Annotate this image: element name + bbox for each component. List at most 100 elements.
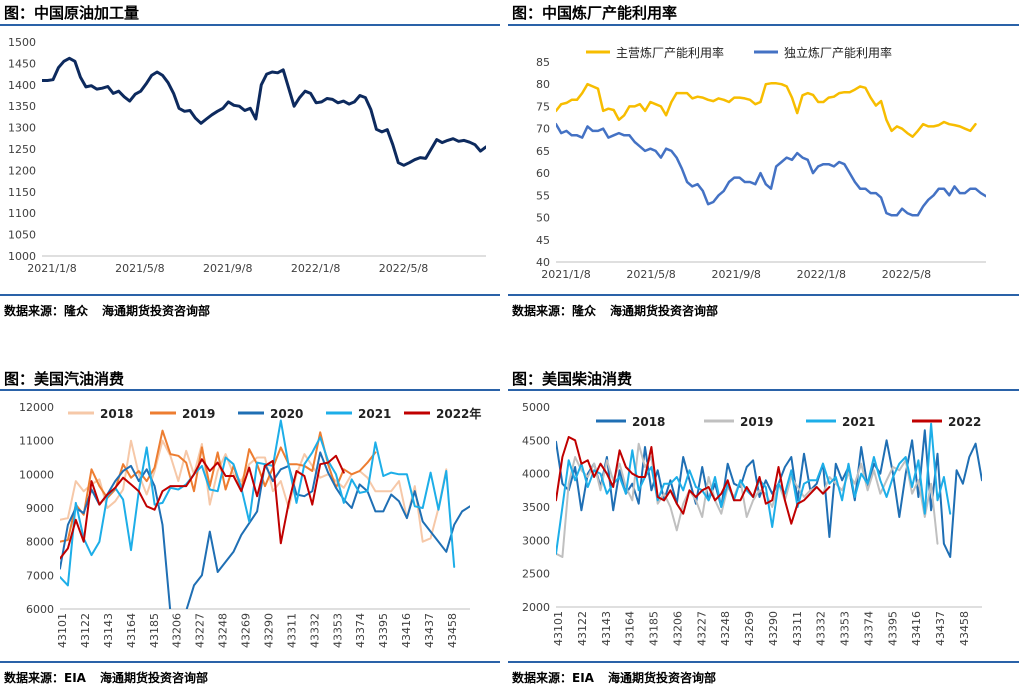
y-tick-label: 2000 bbox=[522, 601, 550, 614]
bl-source-org: 海通期货投资咨询部 bbox=[99, 671, 208, 685]
y-tick-label: 45 bbox=[536, 234, 550, 247]
legend-label: 2021 bbox=[842, 415, 875, 429]
series-line-主营炼厂产能利用率 bbox=[556, 82, 977, 138]
series-line-2018 bbox=[60, 439, 448, 543]
x-tick-label: 43416 bbox=[400, 613, 413, 648]
y-tick-label: 1500 bbox=[8, 36, 36, 49]
legend-label: 独立炼厂产能利用率 bbox=[784, 45, 892, 60]
x-tick-label: 43185 bbox=[648, 611, 661, 646]
series-group bbox=[60, 419, 470, 609]
tr-source-org: 海通期货投资咨询部 bbox=[610, 304, 719, 318]
tl-source: 数据来源：隆众 海通期货投资咨询部 bbox=[4, 302, 224, 319]
legend-label: 2018 bbox=[100, 407, 133, 421]
x-tick-label: 43248 bbox=[719, 611, 732, 646]
x-tick-label: 43227 bbox=[695, 611, 708, 646]
y-tick-label: 55 bbox=[536, 189, 550, 202]
tl-panel-title: 图：中国原油加工量 bbox=[4, 4, 140, 22]
tr-panel-title: 图：中国炼厂产能利用率 bbox=[512, 4, 678, 22]
y-tick-label: 4500 bbox=[522, 434, 550, 447]
x-tick-label: 43395 bbox=[377, 613, 390, 648]
y-tick-label: 1250 bbox=[8, 143, 36, 156]
series-group bbox=[42, 56, 486, 167]
tl-source-org: 海通期货投资咨询部 bbox=[102, 304, 211, 318]
x-tick-label: 43269 bbox=[743, 611, 756, 646]
y-tick-label: 1300 bbox=[8, 122, 36, 135]
x-tick-label: 43122 bbox=[576, 611, 589, 646]
br-source-rule bbox=[508, 661, 1019, 663]
x-tick-label: 43269 bbox=[240, 613, 253, 648]
series-line-2021 bbox=[60, 419, 456, 587]
y-tick-label: 60 bbox=[536, 167, 550, 180]
y-tick-label: 1050 bbox=[8, 229, 36, 242]
x-tick-label: 43227 bbox=[194, 613, 207, 648]
x-tick-label: 43458 bbox=[958, 611, 971, 646]
y-tick-label: 4000 bbox=[522, 468, 550, 481]
series-line-2019 bbox=[60, 429, 377, 543]
y-tick-label: 10000 bbox=[19, 468, 54, 481]
x-tick-label: 43206 bbox=[171, 613, 184, 648]
br-panel-title: 图：美国柴油消费 bbox=[512, 370, 633, 388]
x-tick-label: 2021/9/8 bbox=[712, 268, 761, 281]
x-tick-label: 2022/5/8 bbox=[882, 268, 931, 281]
bl-source: 数据来源：EIA 海通期货投资咨询部 bbox=[4, 669, 222, 686]
y-tick-label: 3500 bbox=[522, 501, 550, 514]
x-tick-label: 43332 bbox=[308, 613, 321, 648]
x-tick-label: 43101 bbox=[56, 613, 69, 648]
legend-label: 2022年 bbox=[436, 406, 481, 421]
y-tick-label: 3000 bbox=[522, 534, 550, 547]
y-tick-label: 1200 bbox=[8, 164, 36, 177]
y-tick-label: 8000 bbox=[26, 536, 54, 549]
series-group bbox=[556, 422, 982, 558]
y-tick-label: 40 bbox=[536, 256, 550, 269]
tl-source-rule bbox=[0, 294, 500, 296]
y-tick-label: 1450 bbox=[8, 57, 36, 70]
y-tick-label: 75 bbox=[536, 100, 550, 113]
x-tick-label: 43353 bbox=[839, 611, 852, 646]
y-tick-label: 6000 bbox=[26, 603, 54, 616]
tr-source: 数据来源：隆众 海通期货投资咨询部 bbox=[512, 302, 732, 319]
series-line-独立炼厂产能利用率 bbox=[556, 122, 986, 217]
x-tick-label: 43374 bbox=[862, 611, 875, 646]
series-line-2022 bbox=[556, 436, 831, 525]
series-line-原油加工量 bbox=[42, 56, 486, 167]
x-tick-label: 2021/1/8 bbox=[541, 268, 590, 281]
x-tick-label: 43458 bbox=[446, 613, 459, 648]
x-tick-label: 43164 bbox=[624, 611, 637, 646]
y-tick-label: 50 bbox=[536, 212, 550, 225]
series-line-2018 bbox=[556, 429, 982, 558]
x-tick-label: 2021/9/8 bbox=[203, 262, 252, 275]
x-tick-label: 43353 bbox=[331, 613, 344, 648]
y-tick-label: 1100 bbox=[8, 207, 36, 220]
x-tick-label: 2022/5/8 bbox=[379, 262, 428, 275]
x-tick-label: 43311 bbox=[791, 611, 804, 646]
x-tick-label: 2021/5/8 bbox=[626, 268, 675, 281]
x-tick-label: 43332 bbox=[815, 611, 828, 646]
y-tick-label: 70 bbox=[536, 123, 550, 136]
y-tick-label: 85 bbox=[536, 56, 550, 69]
y-tick-label: 12000 bbox=[19, 401, 54, 414]
x-tick-label: 43395 bbox=[886, 611, 899, 646]
refinery-utilization-chart: 40 45 50 55 60 65 70 75 80 85 2021/1/8 2021/5/8 2021… bbox=[536, 45, 986, 281]
series-line-2021 bbox=[556, 422, 952, 555]
y-tick-label: 7000 bbox=[26, 569, 54, 582]
y-tick-label: 1150 bbox=[8, 186, 36, 199]
x-tick-label: 43416 bbox=[910, 611, 923, 646]
tl-source-label: 数据来源：隆众 bbox=[4, 304, 89, 318]
x-tick-label: 43143 bbox=[102, 613, 115, 648]
bl-panel-title: 图：美国汽油消费 bbox=[4, 370, 125, 388]
legend-label: 2020 bbox=[270, 407, 303, 421]
y-tick-label: 1400 bbox=[8, 79, 36, 92]
legend-label: 2019 bbox=[740, 415, 773, 429]
br-source: 数据来源：EIA 海通期货投资咨询部 bbox=[512, 669, 730, 686]
br-title-rule bbox=[508, 389, 1019, 391]
series-line-2022年 bbox=[60, 454, 345, 560]
y-tick-label: 11000 bbox=[19, 435, 54, 448]
us-diesel-chart: 2000 2500 3000 3500 4000 4500 5000 43101 43122 43… bbox=[522, 401, 982, 646]
y-tick-label: 2500 bbox=[522, 568, 550, 581]
y-tick-label: 9000 bbox=[26, 502, 54, 515]
bl-title-rule bbox=[0, 389, 500, 391]
x-tick-label: 43248 bbox=[217, 613, 230, 648]
x-tick-label: 43164 bbox=[125, 613, 138, 648]
series-group bbox=[556, 82, 986, 217]
legend-label: 主营炼厂产能利用率 bbox=[616, 45, 724, 60]
